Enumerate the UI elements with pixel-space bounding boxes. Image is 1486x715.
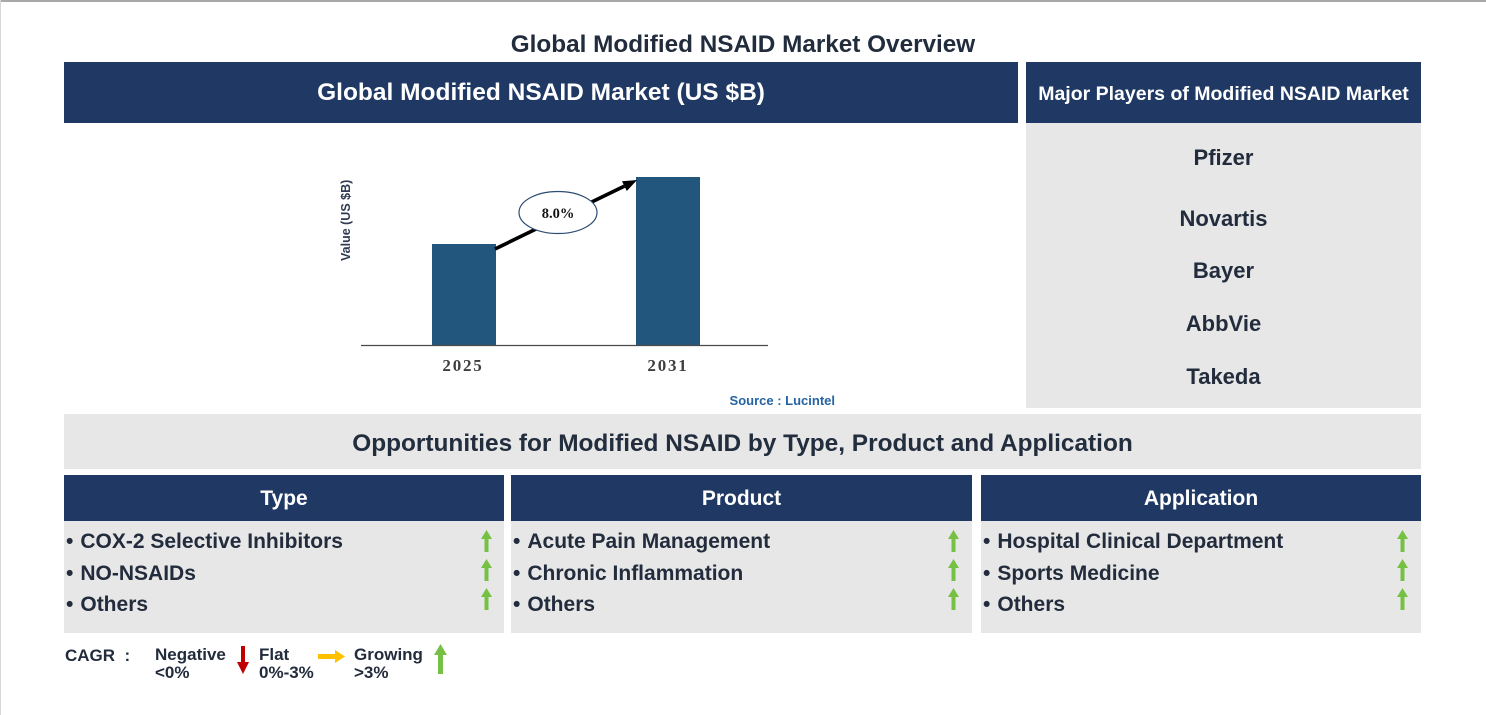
svg-text:8.0%: 8.0% (542, 206, 575, 222)
